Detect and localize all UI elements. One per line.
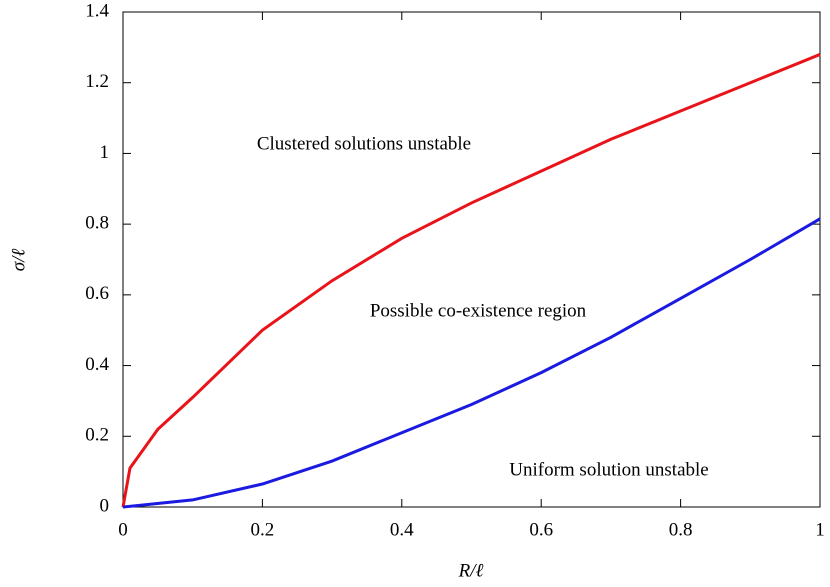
x-tick-label: 0.4 (390, 519, 414, 540)
x-tick-label: 0.6 (529, 519, 553, 540)
x-tick-label: 0.8 (669, 519, 693, 540)
annotation: Clustered solutions unstable (257, 133, 471, 154)
series-line (121, 53, 821, 508)
y-tick-label: 0.6 (85, 283, 109, 304)
plot-frame (122, 11, 821, 508)
annotation: Possible co-existence region (370, 300, 587, 321)
y-tick-label: 1.2 (85, 71, 109, 92)
y-tick-label: 0 (100, 495, 110, 516)
x-tick-label: 0.2 (251, 519, 275, 540)
x-tick-label: 0 (118, 519, 128, 540)
x-tick-label: 1 (815, 519, 825, 540)
y-tick-label: 0.2 (85, 425, 109, 446)
annotation: Uniform solution unstable (509, 459, 708, 480)
y-tick-label: 0.8 (85, 213, 109, 234)
y-tick-label: 0.4 (85, 354, 109, 375)
y-axis-label: σ/ℓ (8, 249, 29, 272)
y-tick-label: 1.4 (85, 0, 109, 21)
series-line (122, 217, 821, 509)
y-tick-label: 1 (100, 142, 110, 163)
x-axis-label: R/ℓ (458, 560, 484, 581)
